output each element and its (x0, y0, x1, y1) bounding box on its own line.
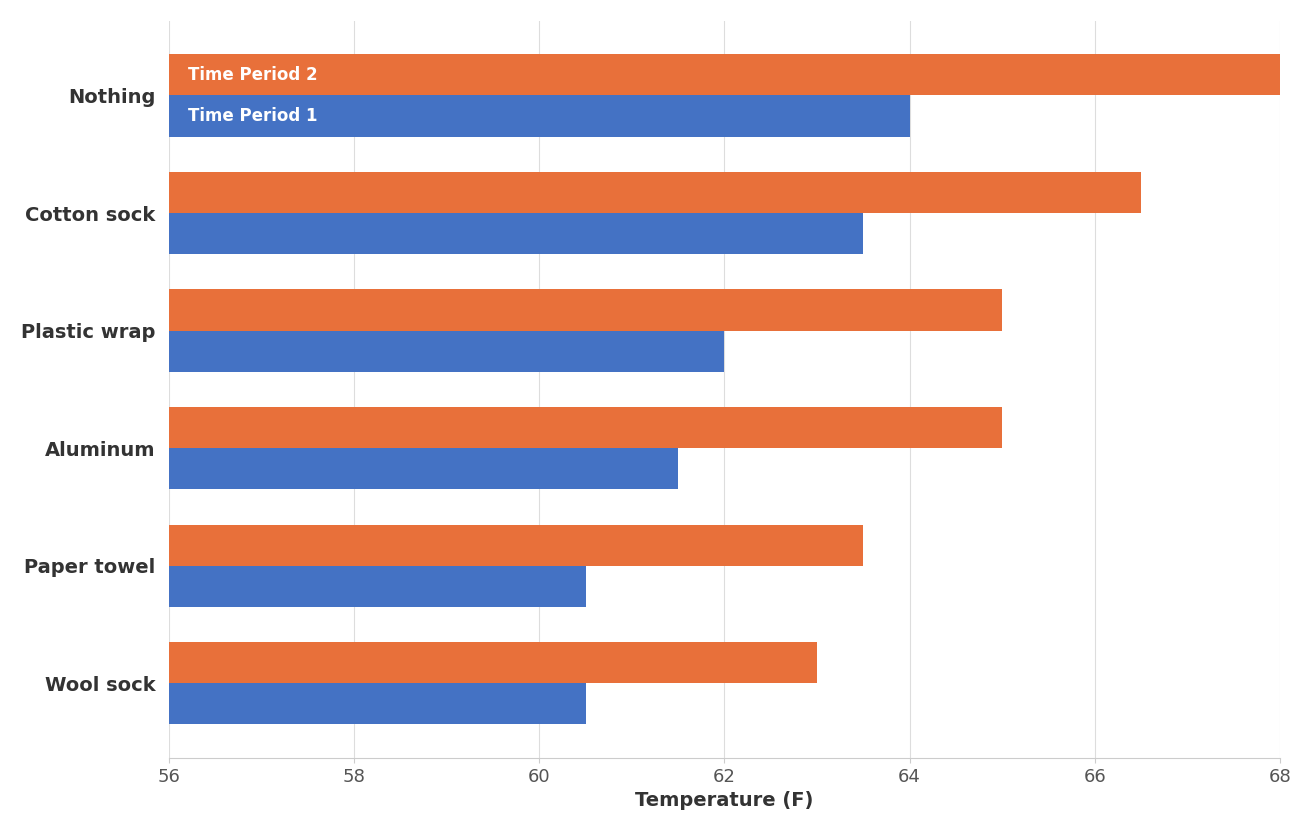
Bar (169, 448, 678, 489)
Bar (169, 407, 1002, 448)
Bar (169, 524, 863, 566)
Bar (169, 172, 1141, 213)
Bar (169, 683, 585, 725)
Bar (169, 213, 863, 254)
X-axis label: Temperature (F): Temperature (F) (635, 791, 813, 810)
Bar (169, 289, 1002, 331)
Text: Time Period 2: Time Period 2 (188, 66, 318, 84)
Bar (169, 54, 1312, 96)
Bar (169, 642, 817, 683)
Text: Time Period 1: Time Period 1 (188, 107, 318, 125)
Bar (169, 331, 724, 371)
Bar (169, 96, 909, 136)
Bar (169, 566, 585, 607)
